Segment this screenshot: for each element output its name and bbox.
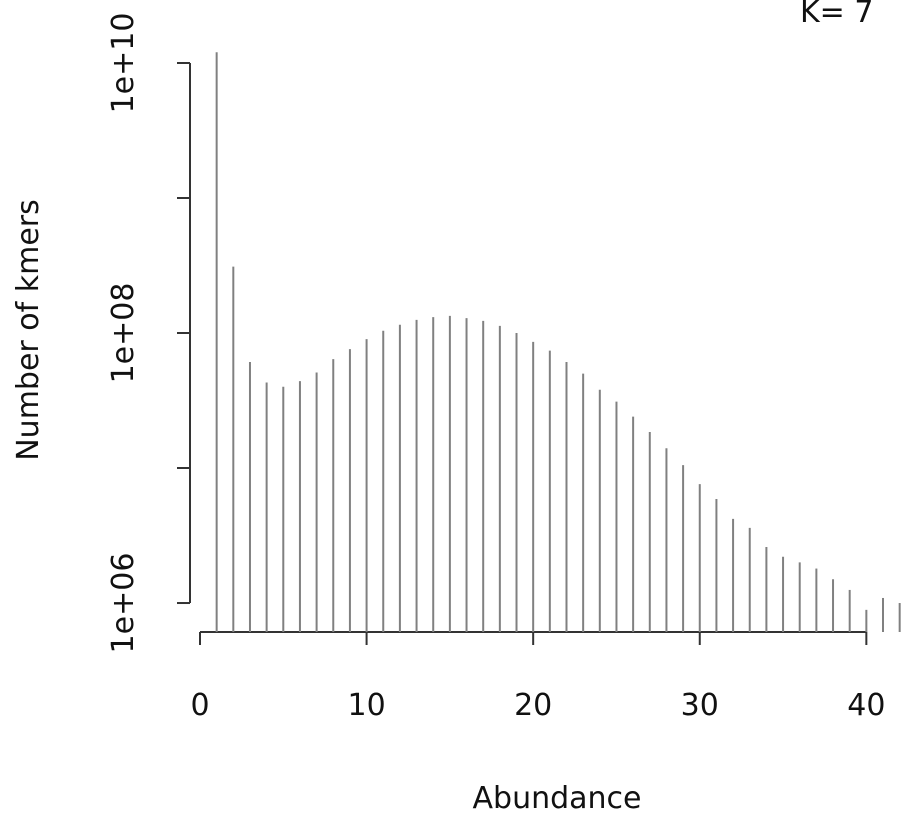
y-tick-label: 1e+10 — [106, 13, 141, 114]
y-tick-label: 1e+08 — [106, 283, 141, 384]
x-tick-label: 0 — [190, 688, 209, 723]
x-tick-label: 20 — [514, 688, 552, 723]
chart-title: K= 7 — [800, 0, 873, 30]
x-axis-label: Abundance — [473, 781, 642, 816]
x-tick-label: 10 — [347, 688, 385, 723]
y-axis-label: Number of kmers — [11, 199, 46, 461]
y-tick-label: 1e+06 — [106, 553, 141, 654]
x-tick-label: 30 — [681, 688, 719, 723]
x-tick-label: 40 — [847, 688, 885, 723]
